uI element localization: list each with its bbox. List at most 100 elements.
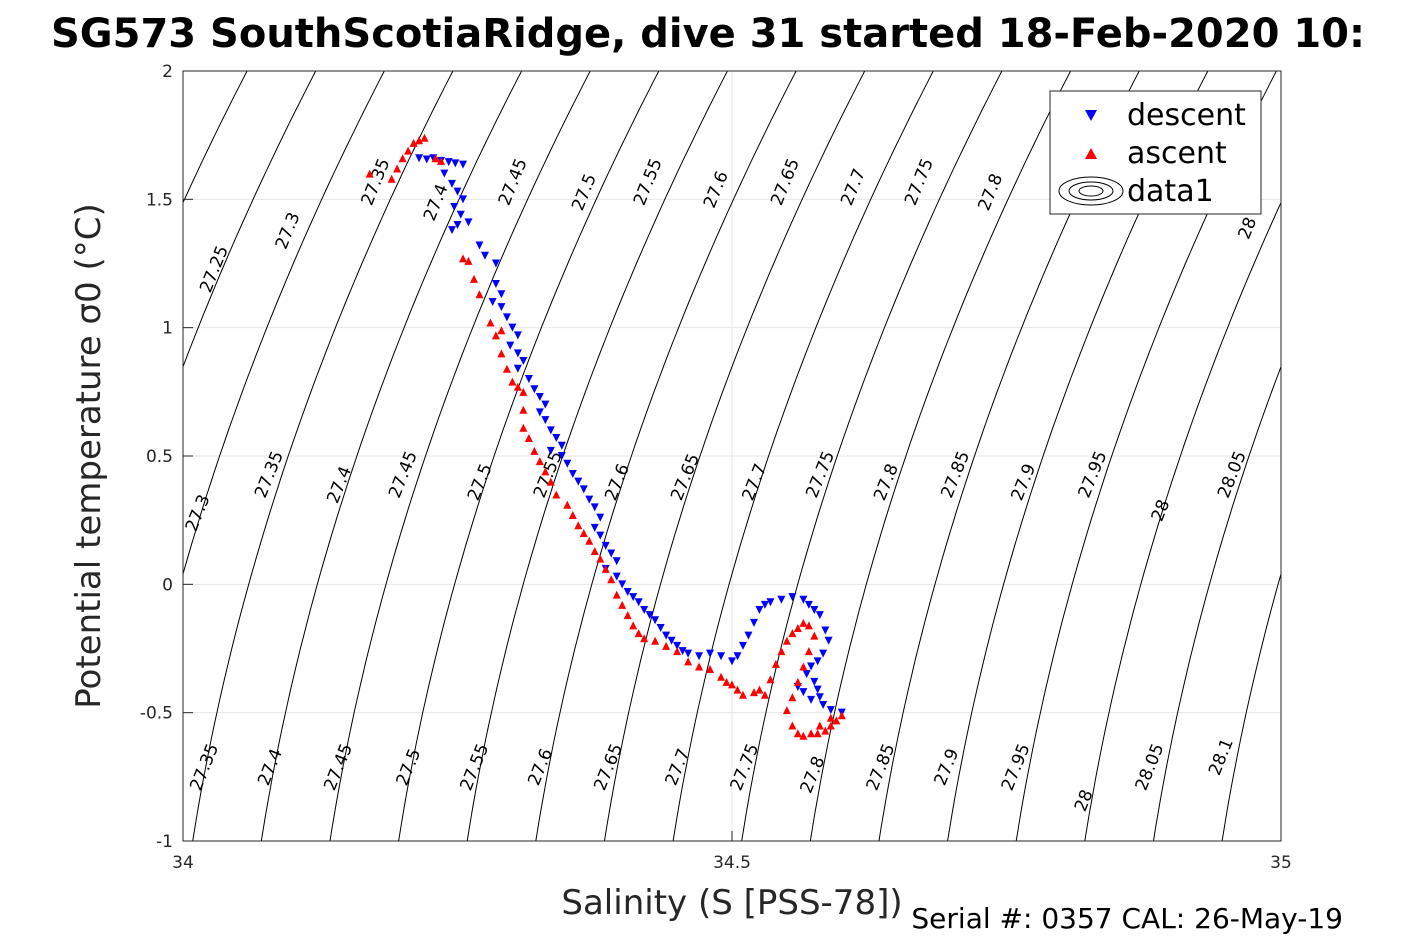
ascent-point [738,690,747,699]
descent-point [813,685,822,694]
legend-descent-label: descent [1127,98,1246,133]
legend-ascent-marker [1085,148,1097,159]
descent-point [819,649,828,658]
x-tick-label: 34 [172,853,194,873]
ascent-point [497,349,506,358]
ascent-point [826,713,835,722]
ascent-point [777,647,786,656]
y-tick-label: 0.5 [146,447,173,467]
ascent-point [755,685,764,694]
ascent-point [519,387,528,396]
ascent-point [574,521,583,530]
descent-point [749,618,758,627]
ascent-point [618,600,627,609]
descent-point [618,580,627,589]
descent-point [519,357,528,366]
descent-point [607,549,616,558]
descent-point [596,513,605,522]
descent-point [541,400,550,409]
isopycnal-line [192,71,454,841]
ascent-point [497,326,506,335]
ascent-point [804,647,813,656]
descent-point [585,495,594,504]
ascent-point [771,659,780,668]
descent-point [451,159,460,168]
descent-point [813,657,822,666]
descent-point [497,303,506,312]
x-axis-label: Salinity (S [PSS-78]) [561,883,902,923]
isopycnal-line [672,71,934,841]
ascent-point [832,716,841,725]
ascent-point [766,675,775,684]
ascent-point [749,688,758,697]
ascent-point [695,662,704,671]
ascent-point [585,536,594,545]
descent-point [440,169,449,178]
descent-point [815,611,824,620]
isopycnal-line [329,71,591,841]
ascent-point [810,631,819,640]
y-axis-label: Potential temperature σ0 (°C) [69,203,109,709]
ascent-point [458,254,467,263]
descent-point [612,557,621,566]
descent-point [480,251,489,260]
ascent-point [807,729,816,738]
ascent-point [541,467,550,476]
descent-point [651,616,660,625]
isopycnal-line [1152,365,1281,841]
descent-point [601,541,610,550]
descent-point [541,416,550,425]
ascent-point [793,677,802,686]
descent-point [590,503,599,512]
ascent-point [815,721,824,730]
ascent-point [804,621,813,630]
ascent-point [607,575,616,584]
isopycnal-line [183,71,317,369]
descent-point [568,469,577,478]
isopycnal-line [741,71,1003,841]
isopycnal-line [1221,572,1281,841]
descent-point [579,485,588,494]
ascent-point [601,564,610,573]
descent-point [804,600,813,609]
descent-point [448,226,457,235]
y-tick-label: 2 [162,62,173,82]
ascent-point [475,290,484,299]
ascent-point [590,546,599,555]
y-tick-label: 1 [162,319,173,339]
descent-point [634,598,643,607]
descent-point [766,598,775,607]
ascent-point [799,662,808,671]
descent-point [448,179,457,188]
descent-point [695,652,704,661]
serial-cal-footer: Serial #: 0357 CAL: 26-May-19 [911,902,1343,935]
isopycnal-line [183,71,248,204]
ascent-point [793,623,802,632]
descent-point [662,631,671,640]
isopycnal-line [260,71,523,841]
descent-point [807,695,816,704]
ascent-point [799,731,808,740]
descent-point [755,606,764,614]
ascent-point [788,693,797,702]
legend: descent ascent data1 [1049,90,1262,215]
descent-point [508,323,517,332]
ascent-point [629,621,638,630]
ascent-point [393,164,402,173]
descent-point [546,426,555,435]
descent-point [744,631,753,640]
ascent-point [788,629,797,638]
isopycnal-line [1084,201,1281,841]
descent-point [453,187,462,196]
descent-point [799,595,808,604]
descent-point [563,459,572,468]
descent-point [612,572,621,581]
descent-point [574,477,583,486]
ascent-point [733,685,742,694]
ascent-point [491,331,500,340]
ascent-point [508,377,517,386]
ascent-point [717,672,726,681]
data-points [365,133,846,740]
ascent-point [415,136,424,145]
